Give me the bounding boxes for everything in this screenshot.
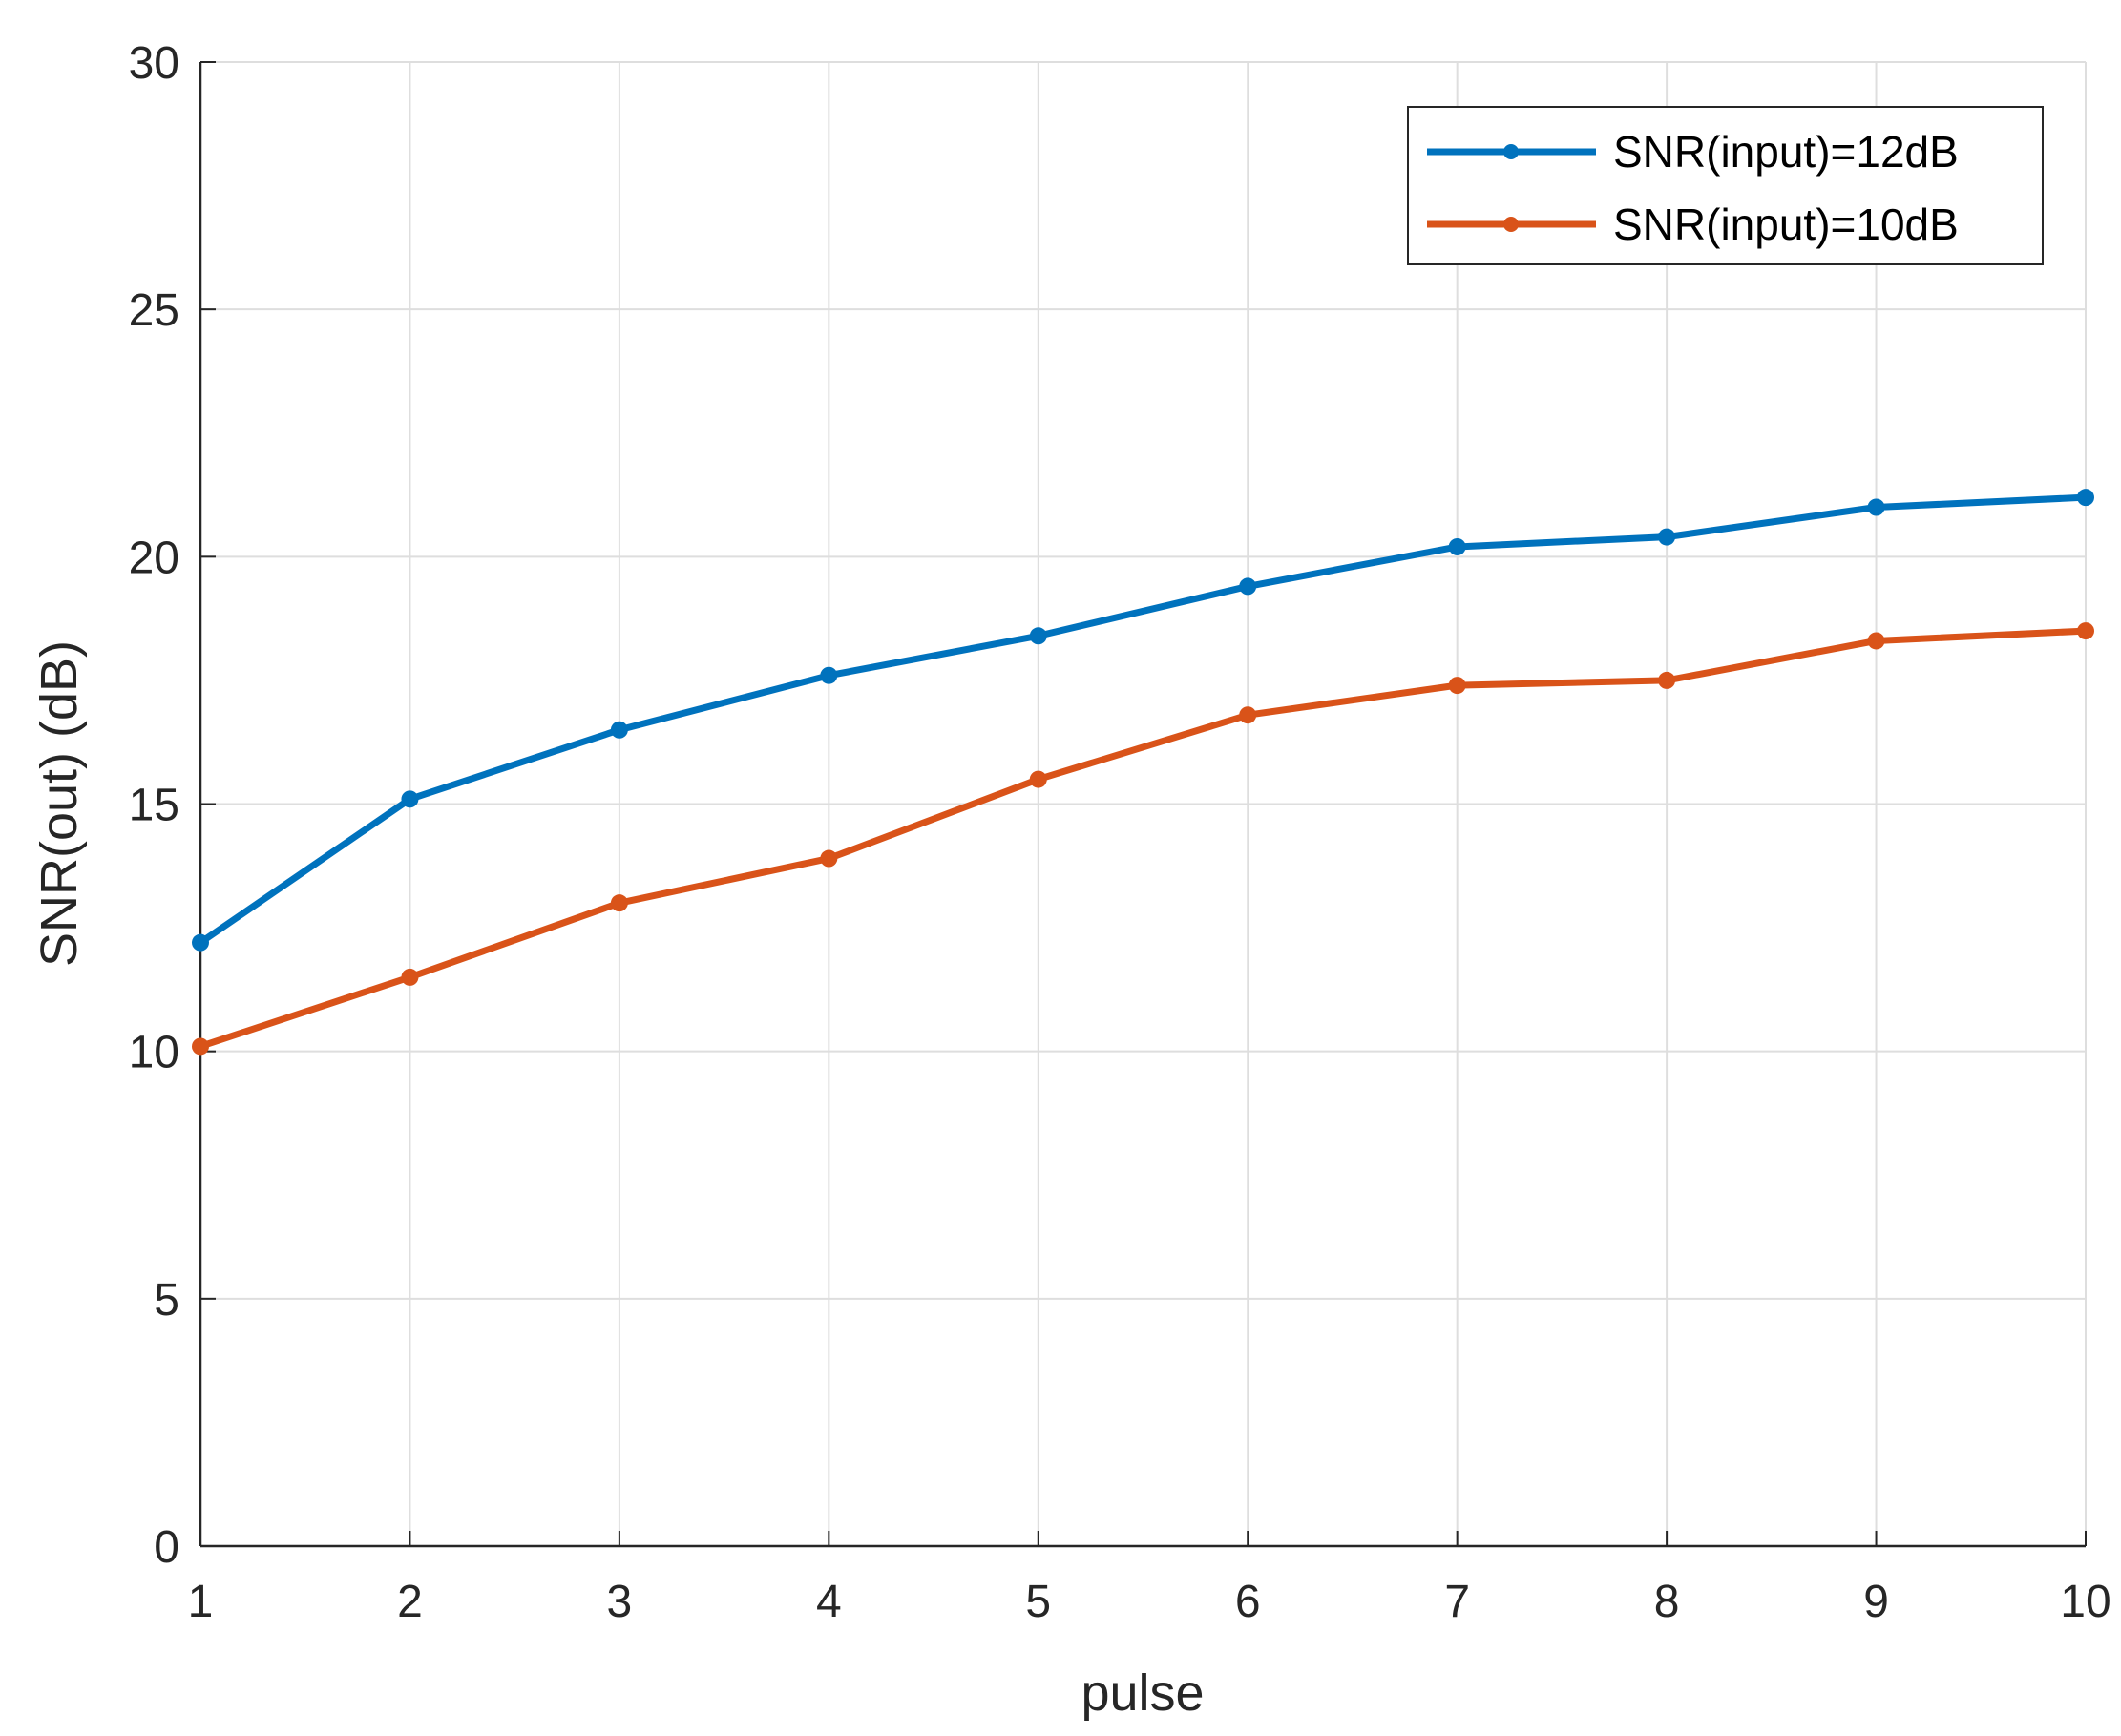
x-tick-label: 9 xyxy=(1863,1577,1889,1627)
data-point-snr-input-10db xyxy=(610,894,628,912)
y-tick-label: 10 xyxy=(129,1028,179,1078)
data-point-snr-input-12db xyxy=(1867,498,1885,516)
data-point-snr-input-12db xyxy=(401,790,419,808)
data-point-snr-input-10db xyxy=(820,849,838,868)
x-tick-label: 4 xyxy=(816,1577,842,1627)
data-point-snr-input-12db xyxy=(1658,528,1676,546)
data-point-snr-input-10db xyxy=(1029,770,1047,788)
x-tick-label: 3 xyxy=(607,1577,633,1627)
data-point-snr-input-12db xyxy=(610,721,628,739)
legend-box xyxy=(1407,106,2044,265)
x-tick-label: 10 xyxy=(2060,1577,2110,1627)
y-tick-label: 0 xyxy=(154,1522,179,1573)
series-line-snr-input-10db xyxy=(197,627,2090,1050)
x-tick-label: 6 xyxy=(1235,1577,1261,1627)
x-tick-label: 1 xyxy=(188,1577,214,1627)
data-point-snr-input-12db xyxy=(192,933,209,952)
data-point-snr-input-10db xyxy=(2077,622,2094,640)
y-tick-label: 20 xyxy=(129,533,179,583)
x-tick-label: 7 xyxy=(1444,1577,1470,1627)
legend-item-10db: SNR(input)=10dB xyxy=(1427,199,1959,249)
series-layer xyxy=(192,489,2094,1056)
data-point-snr-input-12db xyxy=(1448,537,1466,555)
x-tick-label: 2 xyxy=(397,1577,423,1627)
data-point-snr-input-12db xyxy=(1239,577,1257,596)
legend-label-12db: SNR(input)=12dB xyxy=(1613,127,1959,177)
data-point-snr-input-10db xyxy=(1239,706,1257,724)
x-tick-label: 8 xyxy=(1654,1577,1680,1627)
y-axis-label: SNR(out) (dB) xyxy=(31,640,88,967)
series-line-snr-input-12db xyxy=(197,493,2090,947)
x-tick-label: 5 xyxy=(1025,1577,1051,1627)
legend-marker-10db xyxy=(1503,217,1519,232)
data-point-snr-input-10db xyxy=(1867,632,1885,650)
y-tick-label: 30 xyxy=(129,38,179,89)
y-tick-label: 15 xyxy=(129,781,179,831)
data-point-snr-input-10db xyxy=(1658,671,1676,689)
data-point-snr-input-10db xyxy=(401,968,419,986)
x-axis-label: pulse xyxy=(1081,1664,1204,1722)
data-point-snr-input-12db xyxy=(2077,489,2094,507)
data-point-snr-input-10db xyxy=(1448,677,1466,695)
data-point-snr-input-12db xyxy=(820,666,838,684)
legend: SNR(input)=12dB SNR(input)=10dB xyxy=(1407,106,2044,265)
x-axis-ticks: 1 2 3 4 5 6 7 8 9 10 xyxy=(188,1531,2111,1627)
data-point-snr-input-10db xyxy=(192,1037,209,1056)
y-tick-label: 25 xyxy=(129,285,179,336)
legend-label-10db: SNR(input)=10dB xyxy=(1613,199,1959,249)
data-point-snr-input-12db xyxy=(1029,627,1047,645)
legend-item-12db: SNR(input)=12dB xyxy=(1427,127,1959,177)
legend-marker-12db xyxy=(1503,144,1519,159)
y-axis-ticks: 0 5 10 15 20 25 30 xyxy=(129,38,216,1573)
y-tick-label: 5 xyxy=(154,1275,179,1326)
